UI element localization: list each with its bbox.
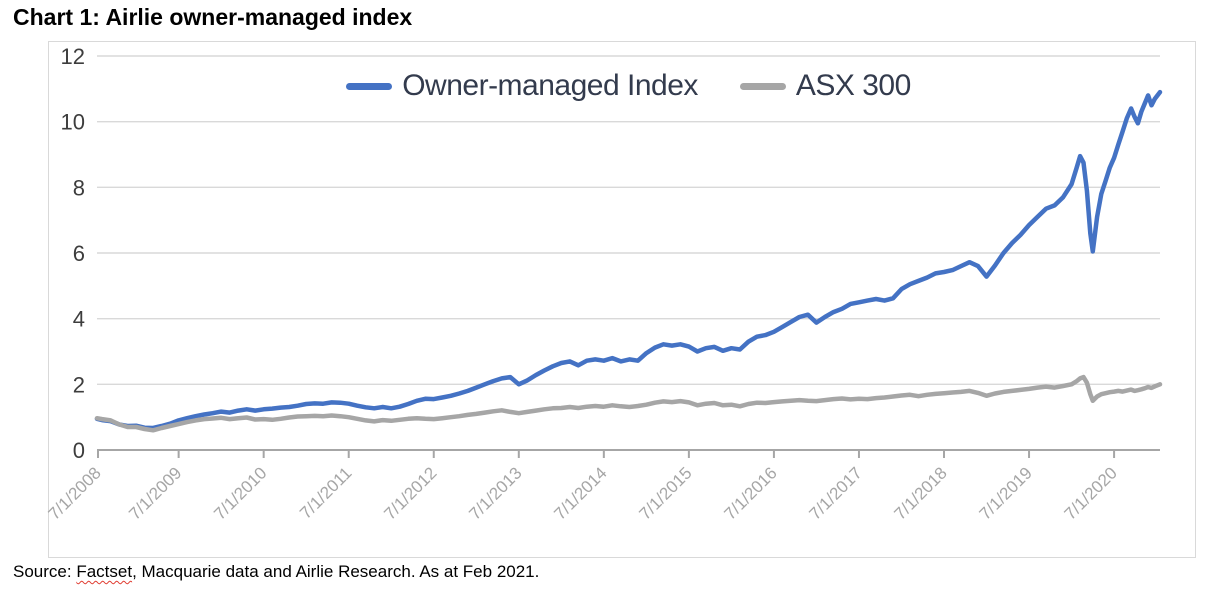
source-misspelled-word: Factset xyxy=(76,562,133,581)
chart-legend: Owner-managed Index ASX 300 xyxy=(97,68,1160,104)
legend-line-marker-asx300-icon xyxy=(739,82,786,90)
legend-item-owner-managed: Owner-managed Index xyxy=(346,69,698,103)
x-tick-label: 7/1/2015 xyxy=(635,463,695,523)
legend-item-asx300: ASX 300 xyxy=(739,69,911,103)
x-tick-label: 7/1/2010 xyxy=(210,463,270,523)
x-tick-label: 7/1/2020 xyxy=(1061,463,1121,523)
series-line-owner-managed xyxy=(94,89,1163,431)
y-tick-label: 0 xyxy=(73,438,85,463)
source-rest: , Macquarie data and Airlie Research. As… xyxy=(132,562,540,581)
legend-line-marker-owner-managed-icon xyxy=(346,82,393,90)
chart-title: Chart 1: Airlie owner-managed index xyxy=(13,4,413,30)
y-tick-label: 2 xyxy=(73,372,85,397)
x-tick-label: 7/1/2019 xyxy=(976,463,1036,523)
y-tick-label: 10 xyxy=(61,110,85,135)
x-tick-label: 7/1/2018 xyxy=(891,463,951,523)
y-tick-label: 8 xyxy=(73,175,85,200)
chart-frame xyxy=(48,41,1196,558)
x-tick-label: 7/1/2013 xyxy=(465,463,525,523)
x-tick-label: 7/1/2009 xyxy=(125,463,185,523)
source-note: Source: Factset, Macquarie data and Airl… xyxy=(13,562,539,582)
x-tick-label: 7/1/2017 xyxy=(806,463,866,523)
x-tick-label: 7/1/2014 xyxy=(550,463,610,523)
x-tick-label: 7/1/2012 xyxy=(380,463,440,523)
y-tick-label: 6 xyxy=(73,241,85,266)
source-prefix: Source: xyxy=(13,562,77,581)
legend-label-asx300: ASX 300 xyxy=(795,69,911,102)
series-line-asx300 xyxy=(94,374,1163,433)
x-tick-label: 7/1/2008 xyxy=(45,463,105,523)
x-tick-label: 7/1/2011 xyxy=(296,463,355,522)
y-tick-label: 12 xyxy=(61,44,85,69)
legend-label-owner-managed: Owner-managed Index xyxy=(402,69,698,102)
y-tick-label: 4 xyxy=(73,307,85,332)
x-tick-label: 7/1/2016 xyxy=(721,463,781,523)
